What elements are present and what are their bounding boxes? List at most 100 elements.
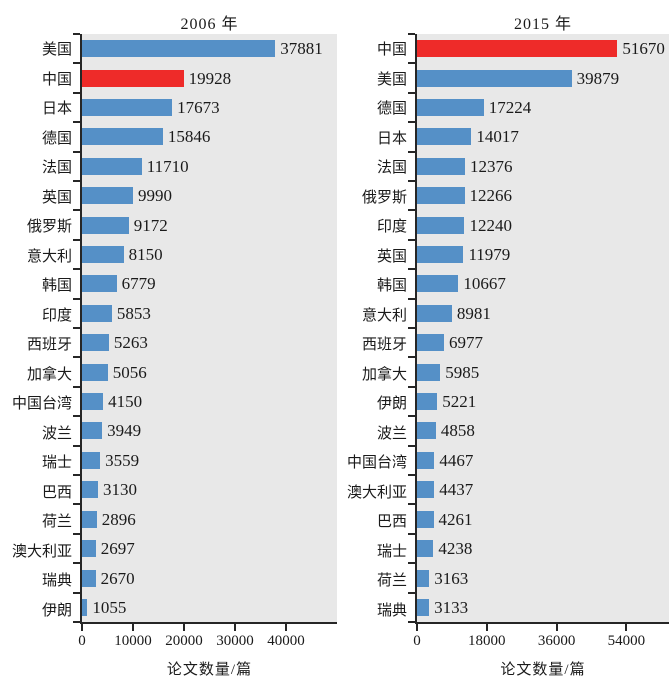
y-axis-tick (73, 503, 80, 506)
x-axis-ticks: 0 10000 20000 30000 40000 (78, 624, 337, 658)
bar (417, 304, 452, 322)
bar (82, 540, 96, 558)
category-label: 日本 (41, 101, 72, 118)
x-axis-tick (625, 624, 628, 631)
bar-row: 2896 (82, 505, 337, 534)
category-label: 俄罗斯 (361, 189, 407, 206)
y-axis-tick (73, 562, 80, 565)
value-label: 4467 (439, 450, 474, 470)
bar-row: 4150 (82, 387, 337, 416)
value-label: 2670 (100, 568, 135, 588)
value-label: 4261 (438, 509, 473, 529)
bar (82, 304, 112, 322)
bar (82, 128, 163, 146)
value-label: 5853 (116, 303, 151, 323)
value-label: 4238 (438, 539, 473, 559)
bar (417, 128, 472, 146)
category-label: 中国台湾 (346, 455, 407, 472)
bar (417, 363, 441, 381)
plot-area: 51670 39879 17224 14017 12376 12266 12240 11979… (408, 33, 669, 624)
y-axis-tick (73, 327, 80, 329)
value-label: 8150 (128, 245, 163, 265)
value-label: 5985 (445, 362, 480, 382)
bar (417, 393, 438, 411)
category-label: 英国 (41, 189, 72, 206)
y-axis-tick (408, 474, 415, 476)
y-axis-tick (408, 297, 415, 300)
bar (82, 246, 124, 264)
x-tick-label: 0 (78, 633, 86, 649)
bar-row: 3949 (82, 416, 337, 445)
bar-row: 6779 (82, 269, 337, 298)
bar (417, 422, 436, 440)
value-label: 1055 (92, 597, 127, 617)
bar-row: 4467 (417, 446, 669, 475)
x-tick-label: 10000 (114, 633, 152, 649)
x-tick-label: 54000 (607, 633, 646, 649)
bar-row: 15846 (82, 122, 337, 151)
x-axis-ticks: 0 18000 36000 54000 (413, 624, 669, 658)
category-label: 巴西 (376, 514, 407, 531)
category-label: 法国 (376, 160, 407, 177)
value-label: 17673 (177, 98, 220, 118)
y-axis-tick (408, 356, 415, 359)
category-label: 瑞士 (41, 455, 72, 472)
bar (417, 540, 434, 558)
x-axis-title: 论文数量/篇 (500, 662, 586, 678)
bar-row: 17673 (82, 93, 337, 122)
y-axis-tick (73, 415, 80, 418)
category-label: 意大利 (361, 307, 407, 324)
value-label: 3133 (434, 597, 469, 617)
bar (417, 569, 430, 587)
category-label: 印度 (41, 307, 72, 324)
value-label: 3559 (105, 450, 140, 470)
bar (82, 569, 96, 587)
category-label: 德国 (376, 101, 407, 118)
x-axis-tick (555, 624, 558, 631)
category-label: 荷兰 (41, 514, 72, 531)
bar-row: 6977 (417, 328, 669, 357)
bar (82, 393, 104, 411)
category-label: 法国 (41, 160, 72, 177)
y-axis-tick (408, 444, 415, 447)
value-label: 2896 (101, 509, 136, 529)
category-label: 美国 (41, 42, 72, 59)
category-label: 西班牙 (26, 337, 72, 354)
y-axis-tick (73, 62, 80, 65)
value-label: 2697 (100, 539, 135, 559)
y-axis-tick (73, 268, 80, 271)
y-axis-tick (408, 91, 415, 94)
y-axis-tick (408, 121, 415, 124)
bar (82, 510, 97, 528)
value-label: 3163 (434, 568, 469, 588)
value-label: 5221 (442, 392, 477, 412)
value-label: 12266 (469, 186, 513, 206)
plot-area: 37881 19928 17673 15846 11710 9990 9172 8150 677… (73, 33, 337, 624)
bar-row: 14017 (417, 122, 669, 151)
x-axis-tick (485, 624, 488, 631)
bar (82, 422, 103, 440)
y-axis-tick (73, 91, 80, 94)
bar (82, 334, 109, 352)
y-axis-tick (73, 180, 80, 182)
y-axis-tick (73, 238, 80, 241)
value-label: 39879 (576, 68, 620, 88)
bar (82, 481, 98, 499)
bar-highlighted (417, 40, 618, 58)
x-tick-label: 20000 (165, 633, 203, 649)
value-label: 5056 (112, 362, 147, 382)
bar-row: 12266 (417, 181, 669, 210)
value-label: 4858 (440, 421, 475, 441)
x-axis-tick (81, 624, 83, 631)
value-label: 12240 (469, 215, 512, 235)
value-label: 6779 (121, 274, 156, 294)
y-axis-tick (73, 474, 80, 476)
y-axis-tick (408, 209, 415, 212)
y-axis-tick (408, 327, 415, 329)
bar-row: 9172 (82, 210, 337, 239)
bar-row: 2670 (82, 563, 337, 592)
x-axis-tick (285, 624, 287, 631)
value-label: 8981 (456, 303, 491, 323)
bar (417, 275, 459, 293)
category-label: 日本 (376, 130, 407, 147)
